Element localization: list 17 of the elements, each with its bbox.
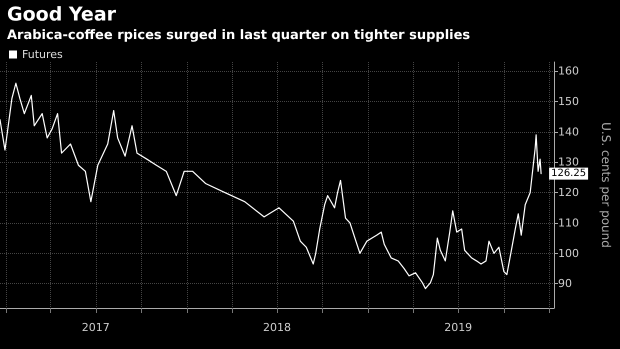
y-tick-label: 150 bbox=[558, 94, 579, 108]
x-tick-label: 2018 bbox=[263, 321, 291, 334]
legend-label: Futures bbox=[22, 48, 64, 61]
y-tick-label: 110 bbox=[558, 216, 579, 230]
x-tick-label: 2017 bbox=[82, 321, 110, 334]
x-tick-label: 2019 bbox=[444, 321, 472, 334]
line-series bbox=[0, 82, 542, 290]
y-tick-label: 160 bbox=[558, 64, 579, 78]
y-tick-label: 130 bbox=[558, 156, 579, 169]
y-tick-label: 90 bbox=[558, 277, 572, 290]
y-axis-title: U.S. cents per pound bbox=[599, 122, 613, 248]
y-tick-label: 140 bbox=[558, 125, 579, 138]
y-tick-label: 120 bbox=[558, 186, 579, 200]
y-tick-label: 100 bbox=[558, 246, 579, 260]
data-label: 126.25 bbox=[551, 168, 586, 180]
chart-title: Good Year bbox=[7, 4, 117, 26]
chart-subtitle: Arabica-coffee rpices surged in last quarter on tighter supplies bbox=[7, 28, 470, 43]
